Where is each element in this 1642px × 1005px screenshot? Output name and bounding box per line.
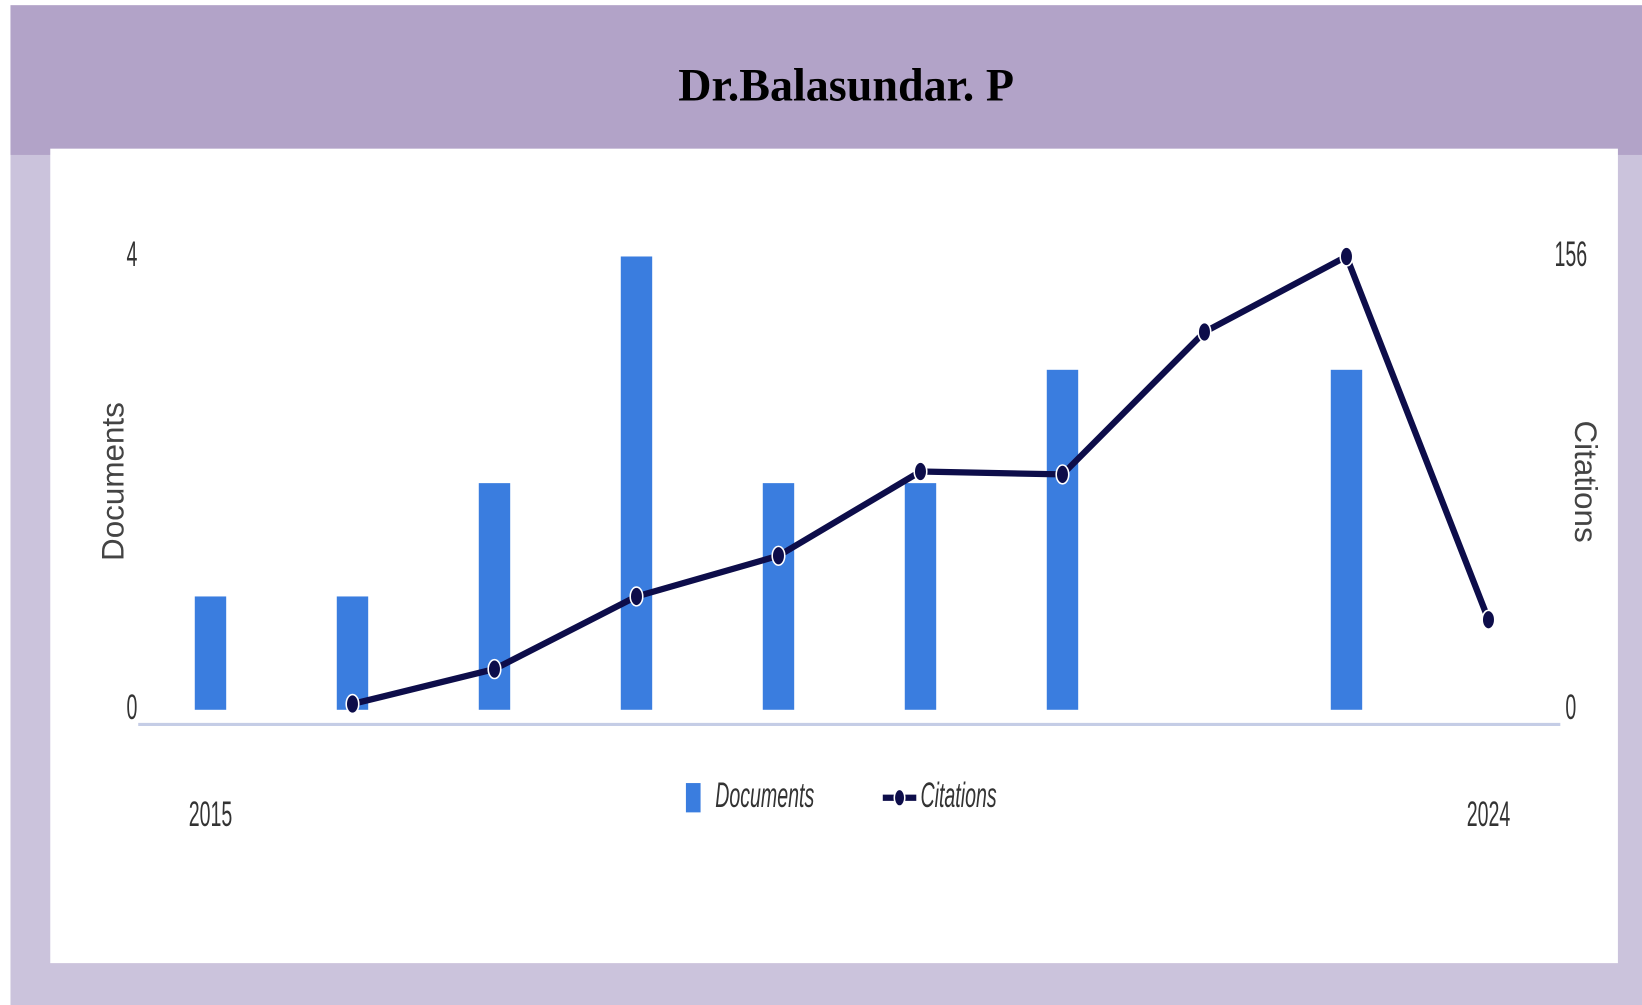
bar — [904, 483, 937, 710]
y2-tick-label: 0 — [1565, 688, 1576, 728]
line-marker — [771, 545, 786, 566]
legend-label: Citations — [920, 776, 996, 816]
chart-panel — [50, 148, 1618, 964]
y-axis-label: Documents — [95, 402, 130, 561]
bar — [194, 596, 227, 710]
line-marker — [1197, 321, 1212, 343]
y2-axis-label: Citations — [1568, 420, 1603, 542]
line-marker — [1339, 246, 1354, 267]
x-tick-label: 2015 — [189, 795, 233, 835]
line-marker — [1055, 464, 1070, 485]
bar — [1046, 369, 1079, 710]
line-marker — [913, 461, 928, 482]
legend-swatch — [893, 788, 906, 807]
y2-tick-label: 156 — [1554, 235, 1587, 275]
line-marker — [1481, 609, 1496, 630]
bar — [1330, 369, 1363, 710]
bar — [336, 596, 369, 710]
line-marker — [629, 586, 644, 607]
y-tick-label: 4 — [126, 235, 137, 275]
legend-swatch — [685, 783, 701, 813]
y-tick-label: 0 — [126, 688, 137, 728]
legend-label: Documents — [715, 776, 814, 816]
bar — [762, 483, 795, 710]
bar — [620, 256, 653, 710]
line-marker — [487, 658, 502, 680]
header-band — [10, 5, 1642, 155]
x-tick-label: 2024 — [1467, 795, 1511, 835]
chart-title: Dr.Balasundar. P — [678, 60, 1014, 111]
line-marker — [345, 693, 360, 715]
